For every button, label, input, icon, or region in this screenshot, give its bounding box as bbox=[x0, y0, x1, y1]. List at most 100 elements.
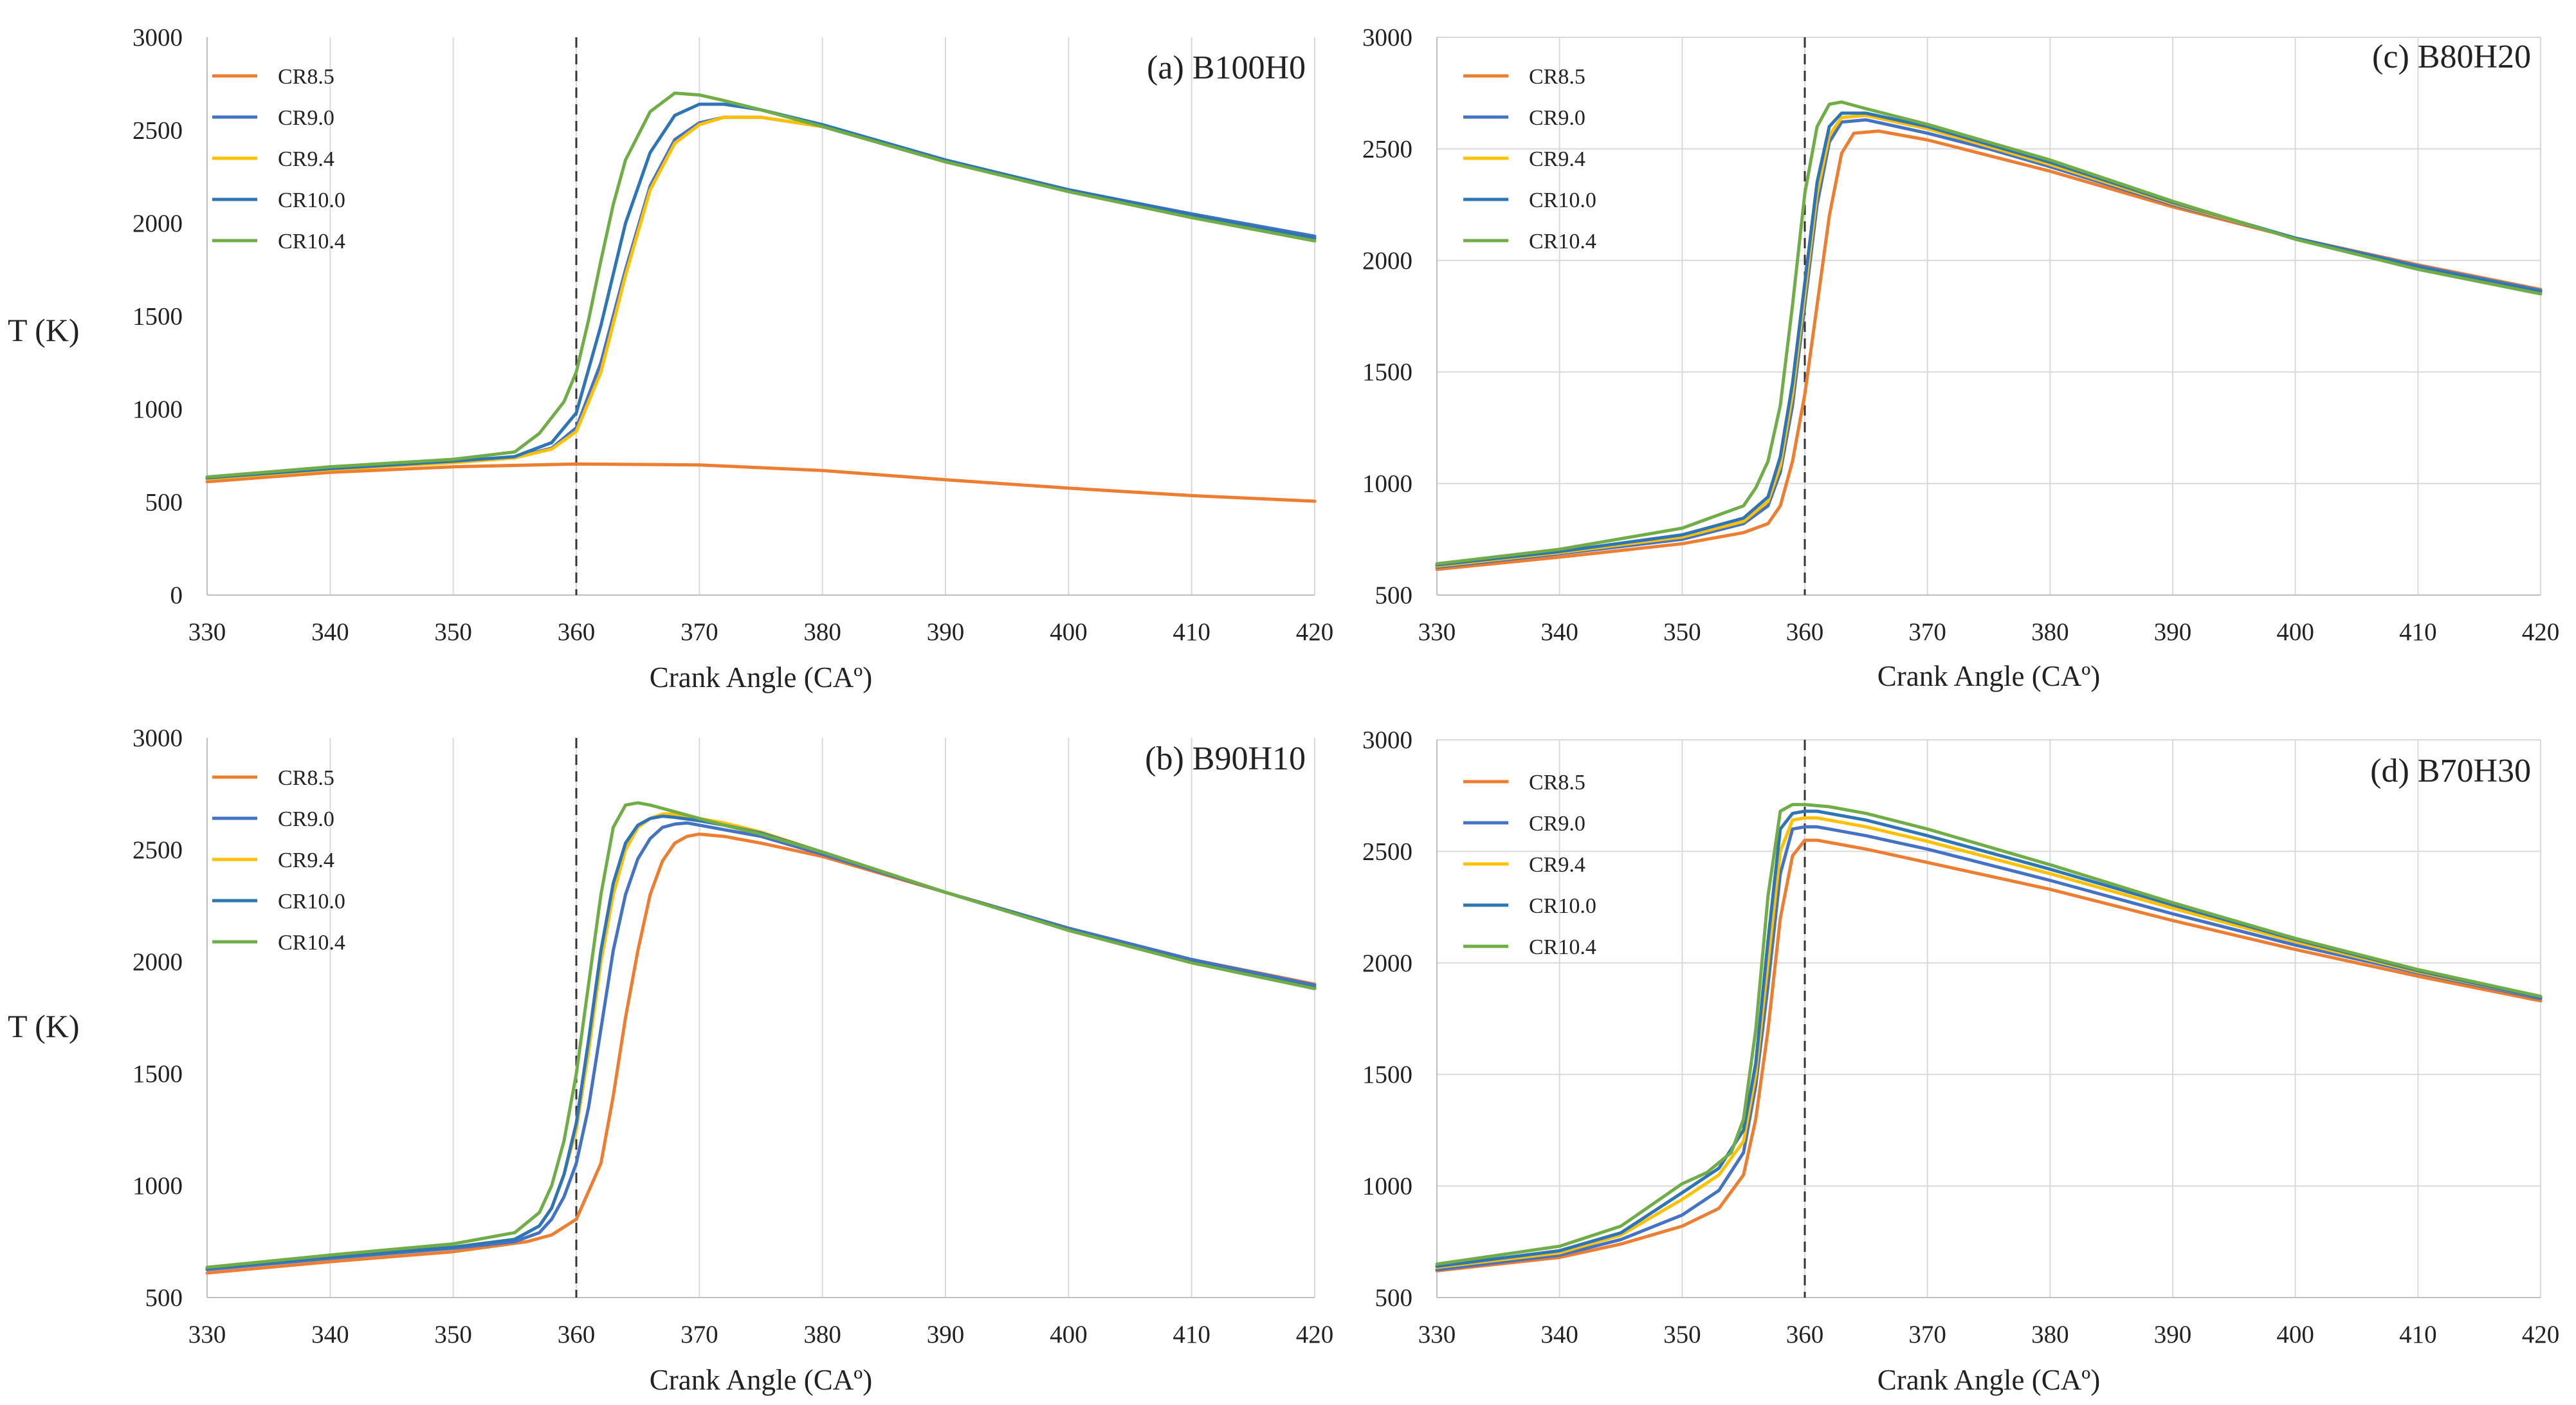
series-line-cr10-0 bbox=[205, 814, 1317, 1271]
x-tick-label: 370 bbox=[1908, 618, 1946, 646]
x-tick-label: 360 bbox=[1786, 1321, 1824, 1348]
y-tick-label: 1000 bbox=[1362, 470, 1412, 498]
series-line-cr9-4 bbox=[205, 115, 1317, 481]
x-tick-label: 420 bbox=[1296, 618, 1334, 646]
x-tick-label: 330 bbox=[188, 618, 226, 646]
x-tick-label: 350 bbox=[1663, 1321, 1701, 1348]
chart-panel-b: 330 340 350 360 370 380 390 400 410 420 500 1000 150… bbox=[132, 724, 1333, 1396]
x-tick-label: 350 bbox=[434, 618, 472, 646]
y-axis-label-bottom: T (K) bbox=[8, 1008, 80, 1044]
y-tick-label: 2000 bbox=[1362, 247, 1412, 275]
series-line-cr9-0 bbox=[1435, 118, 2543, 569]
legend-label: CR9.4 bbox=[278, 849, 334, 872]
y-tick-label: 2500 bbox=[1362, 838, 1412, 865]
x-tick-label: 400 bbox=[1050, 1321, 1088, 1348]
legend-label: CR10.0 bbox=[278, 890, 345, 914]
x-tick-label: 390 bbox=[2154, 1321, 2192, 1348]
legend-label: CR9.4 bbox=[1529, 147, 1585, 171]
y-tick-label: 500 bbox=[1375, 1284, 1413, 1312]
series-line-cr9-0 bbox=[205, 115, 1317, 481]
y-tick-label: 2000 bbox=[132, 210, 183, 237]
y-tick-label: 2500 bbox=[132, 836, 183, 864]
x-tick-label: 360 bbox=[1786, 618, 1824, 646]
y-tick-label: 3000 bbox=[132, 724, 183, 752]
x-tick-label: 340 bbox=[1540, 1321, 1578, 1348]
x-tick-label: 420 bbox=[1296, 1321, 1334, 1348]
series-line-cr9-4 bbox=[205, 812, 1317, 1271]
y-tick-label: 0 bbox=[170, 582, 183, 609]
legend-label: CR10.0 bbox=[278, 188, 345, 212]
series-line-cr10-4 bbox=[205, 91, 1317, 479]
x-tick-label: 390 bbox=[2154, 618, 2192, 646]
legend-label: CR10.4 bbox=[278, 931, 345, 955]
series-line-cr8-5 bbox=[205, 832, 1317, 1275]
legend-label: CR10.0 bbox=[1529, 894, 1596, 918]
panel-title: (d) B70H30 bbox=[2370, 753, 2531, 789]
x-tick-label: 400 bbox=[2276, 1321, 2314, 1348]
legend-label: CR10.0 bbox=[1529, 188, 1596, 212]
x-tick-label: 330 bbox=[1418, 618, 1456, 646]
x-tick-label: 350 bbox=[1663, 618, 1701, 646]
x-tick-label: 370 bbox=[1908, 1321, 1946, 1348]
y-tick-label: 1500 bbox=[132, 1060, 183, 1088]
panel-title: (b) B90H10 bbox=[1145, 740, 1306, 777]
x-tick-label: 330 bbox=[1418, 1321, 1456, 1348]
x-tick-label: 330 bbox=[188, 1321, 226, 1348]
legend-label: CR10.4 bbox=[278, 230, 345, 253]
y-tick-label: 1500 bbox=[1362, 358, 1412, 386]
y-tick-label: 3000 bbox=[1362, 24, 1412, 51]
x-tick-label: 380 bbox=[803, 618, 841, 646]
legend-label: CR10.4 bbox=[1529, 230, 1596, 253]
x-tick-label: 340 bbox=[311, 618, 349, 646]
legend-label: CR8.5 bbox=[1529, 771, 1585, 794]
y-tick-label: 500 bbox=[145, 489, 183, 517]
x-tick-label: 420 bbox=[2522, 1321, 2560, 1348]
x-tick-label: 340 bbox=[311, 1321, 349, 1348]
legend-label: CR8.5 bbox=[278, 65, 334, 89]
y-tick-label: 1500 bbox=[132, 303, 183, 331]
legend-label: CR9.0 bbox=[1529, 812, 1585, 836]
series-line-cr9-0 bbox=[1435, 825, 2543, 1272]
panel-title: (a) B100H0 bbox=[1147, 50, 1306, 86]
x-tick-label: 400 bbox=[2276, 618, 2314, 646]
y-tick-label: 2500 bbox=[132, 117, 183, 145]
x-axis-label: Crank Angle (CAº) bbox=[1877, 1364, 2100, 1396]
y-axis-label-top: T (K) bbox=[8, 312, 80, 348]
y-tick-label: 1500 bbox=[1362, 1061, 1412, 1088]
x-axis-label: Crank Angle (CAº) bbox=[1877, 660, 2100, 692]
y-tick-label: 500 bbox=[145, 1284, 183, 1312]
x-tick-label: 410 bbox=[2399, 1321, 2437, 1348]
legend-label: CR9.0 bbox=[1529, 106, 1585, 130]
series-line-cr10-4 bbox=[1435, 803, 2543, 1266]
legend-label: CR9.4 bbox=[1529, 853, 1585, 877]
x-tick-label: 350 bbox=[434, 1321, 472, 1348]
x-axis-label: Crank Angle (CAº) bbox=[650, 661, 872, 693]
y-tick-label: 3000 bbox=[1362, 726, 1412, 754]
y-tick-label: 3000 bbox=[132, 24, 183, 51]
series-line-cr9-4 bbox=[1435, 113, 2543, 568]
x-tick-label: 380 bbox=[803, 1321, 841, 1348]
x-tick-label: 340 bbox=[1540, 618, 1578, 646]
legend-label: CR10.4 bbox=[1529, 935, 1596, 959]
y-tick-label: 500 bbox=[1375, 582, 1413, 609]
series-line-cr9-0 bbox=[205, 821, 1317, 1271]
series-line-cr9-4 bbox=[1435, 816, 2543, 1269]
legend-label: CR8.5 bbox=[278, 766, 334, 790]
x-tick-label: 380 bbox=[2031, 618, 2069, 646]
series-line-cr10-0 bbox=[205, 102, 1317, 480]
series-line-cr8-5 bbox=[1435, 838, 2543, 1272]
chart-panel-a: 330 340 350 360 370 380 390 400 410 420 0 500 1000 15… bbox=[132, 24, 1333, 693]
y-tick-label: 1000 bbox=[1362, 1173, 1412, 1200]
x-tick-label: 410 bbox=[1173, 1321, 1210, 1348]
legend-label: CR9.0 bbox=[278, 807, 334, 831]
legend-label: CR9.4 bbox=[278, 147, 334, 171]
series-line-cr8-5 bbox=[205, 462, 1317, 503]
x-tick-label: 410 bbox=[2399, 618, 2437, 646]
legend-label: CR9.0 bbox=[278, 106, 334, 130]
y-tick-label: 1000 bbox=[132, 1172, 183, 1200]
y-tick-label: 2000 bbox=[1362, 950, 1412, 977]
series-line-cr8-5 bbox=[1435, 129, 2543, 571]
x-tick-label: 390 bbox=[927, 618, 965, 646]
x-tick-label: 370 bbox=[681, 1321, 718, 1348]
